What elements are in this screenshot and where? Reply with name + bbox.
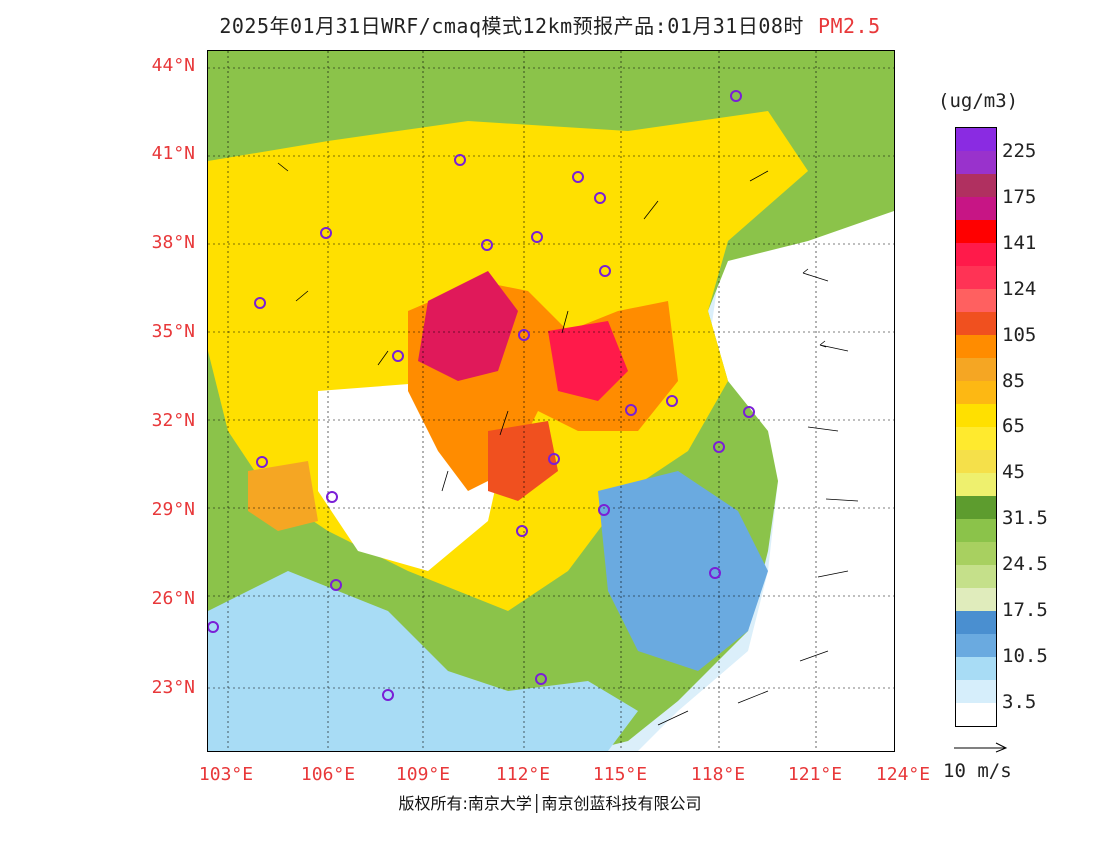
wind-reference-label: 10 m/s <box>943 760 1012 782</box>
legend-label-124: 124 <box>1002 278 1037 300</box>
legend-label-10-5: 10.5 <box>1002 645 1048 667</box>
legend-swatch <box>956 680 996 703</box>
pm25-map <box>207 50 895 752</box>
lat-label-41: 41°N <box>151 143 195 164</box>
legend-swatch <box>956 128 996 151</box>
legend-label-141: 141 <box>1002 232 1037 254</box>
legend-swatch <box>956 220 996 243</box>
legend-label-225: 225 <box>1002 140 1037 162</box>
legend-label-105: 105 <box>1002 324 1037 346</box>
legend-swatch <box>956 634 996 657</box>
legend-label-65: 65 <box>1002 415 1025 437</box>
legend-swatch <box>956 197 996 220</box>
legend-swatch <box>956 404 996 427</box>
legend-swatch <box>956 496 996 519</box>
legend-swatch <box>956 473 996 496</box>
lon-label-124: 124°E <box>875 764 931 785</box>
legend-label-85: 85 <box>1002 370 1025 392</box>
legend-label-24-5: 24.5 <box>1002 553 1048 575</box>
legend-swatch <box>956 312 996 335</box>
lon-label-112: 112°E <box>495 764 551 785</box>
legend-label-45: 45 <box>1002 461 1025 483</box>
lat-label-26: 26°N <box>151 588 195 609</box>
legend-swatch <box>956 335 996 358</box>
legend-swatch <box>956 427 996 450</box>
wind-reference-arrow-icon <box>954 742 1008 753</box>
lat-label-38: 38°N <box>151 232 195 253</box>
legend-swatch <box>956 519 996 542</box>
legend-swatch <box>956 266 996 289</box>
legend-swatch <box>956 358 996 381</box>
lon-label-115: 115°E <box>592 764 648 785</box>
legend-swatch <box>956 657 996 680</box>
legend-swatch <box>956 289 996 312</box>
lat-label-29: 29°N <box>151 499 195 520</box>
legend-swatch <box>956 151 996 174</box>
title-text: 2025年01月31日WRF/cmaq模式12km预报产品:01月31日08时 <box>219 14 804 38</box>
lon-label-121: 121°E <box>787 764 843 785</box>
legend-unit: (ug/m3) <box>938 90 1019 112</box>
legend-swatch <box>956 174 996 197</box>
legend-swatch <box>956 450 996 473</box>
legend-swatch <box>956 588 996 611</box>
legend-swatch <box>956 243 996 266</box>
lon-label-103: 103°E <box>198 764 254 785</box>
map-title: 2025年01月31日WRF/cmaq模式12km预报产品:01月31日08时 P… <box>0 10 1100 39</box>
legend-label-17-5: 17.5 <box>1002 599 1048 621</box>
lon-label-118: 118°E <box>690 764 746 785</box>
legend-label-3-5: 3.5 <box>1002 691 1037 713</box>
lat-label-35: 35°N <box>151 321 195 342</box>
legend-swatch <box>956 703 996 726</box>
legend-label-31-5: 31.5 <box>1002 507 1048 529</box>
legend-swatch <box>956 611 996 634</box>
lon-label-109: 109°E <box>395 764 451 785</box>
legend-swatch <box>956 565 996 588</box>
color-legend <box>955 127 997 727</box>
lat-label-44: 44°N <box>151 55 195 76</box>
lon-label-106: 106°E <box>300 764 356 785</box>
legend-swatch <box>956 542 996 565</box>
parameter-label: PM2.5 <box>817 14 881 38</box>
lat-label-23: 23°N <box>151 677 195 698</box>
legend-swatch <box>956 381 996 404</box>
copyright-text: 版权所有:南京大学│南京创蓝科技有限公司 <box>398 794 702 813</box>
lat-label-32: 32°N <box>151 410 195 431</box>
legend-label-175: 175 <box>1002 186 1037 208</box>
